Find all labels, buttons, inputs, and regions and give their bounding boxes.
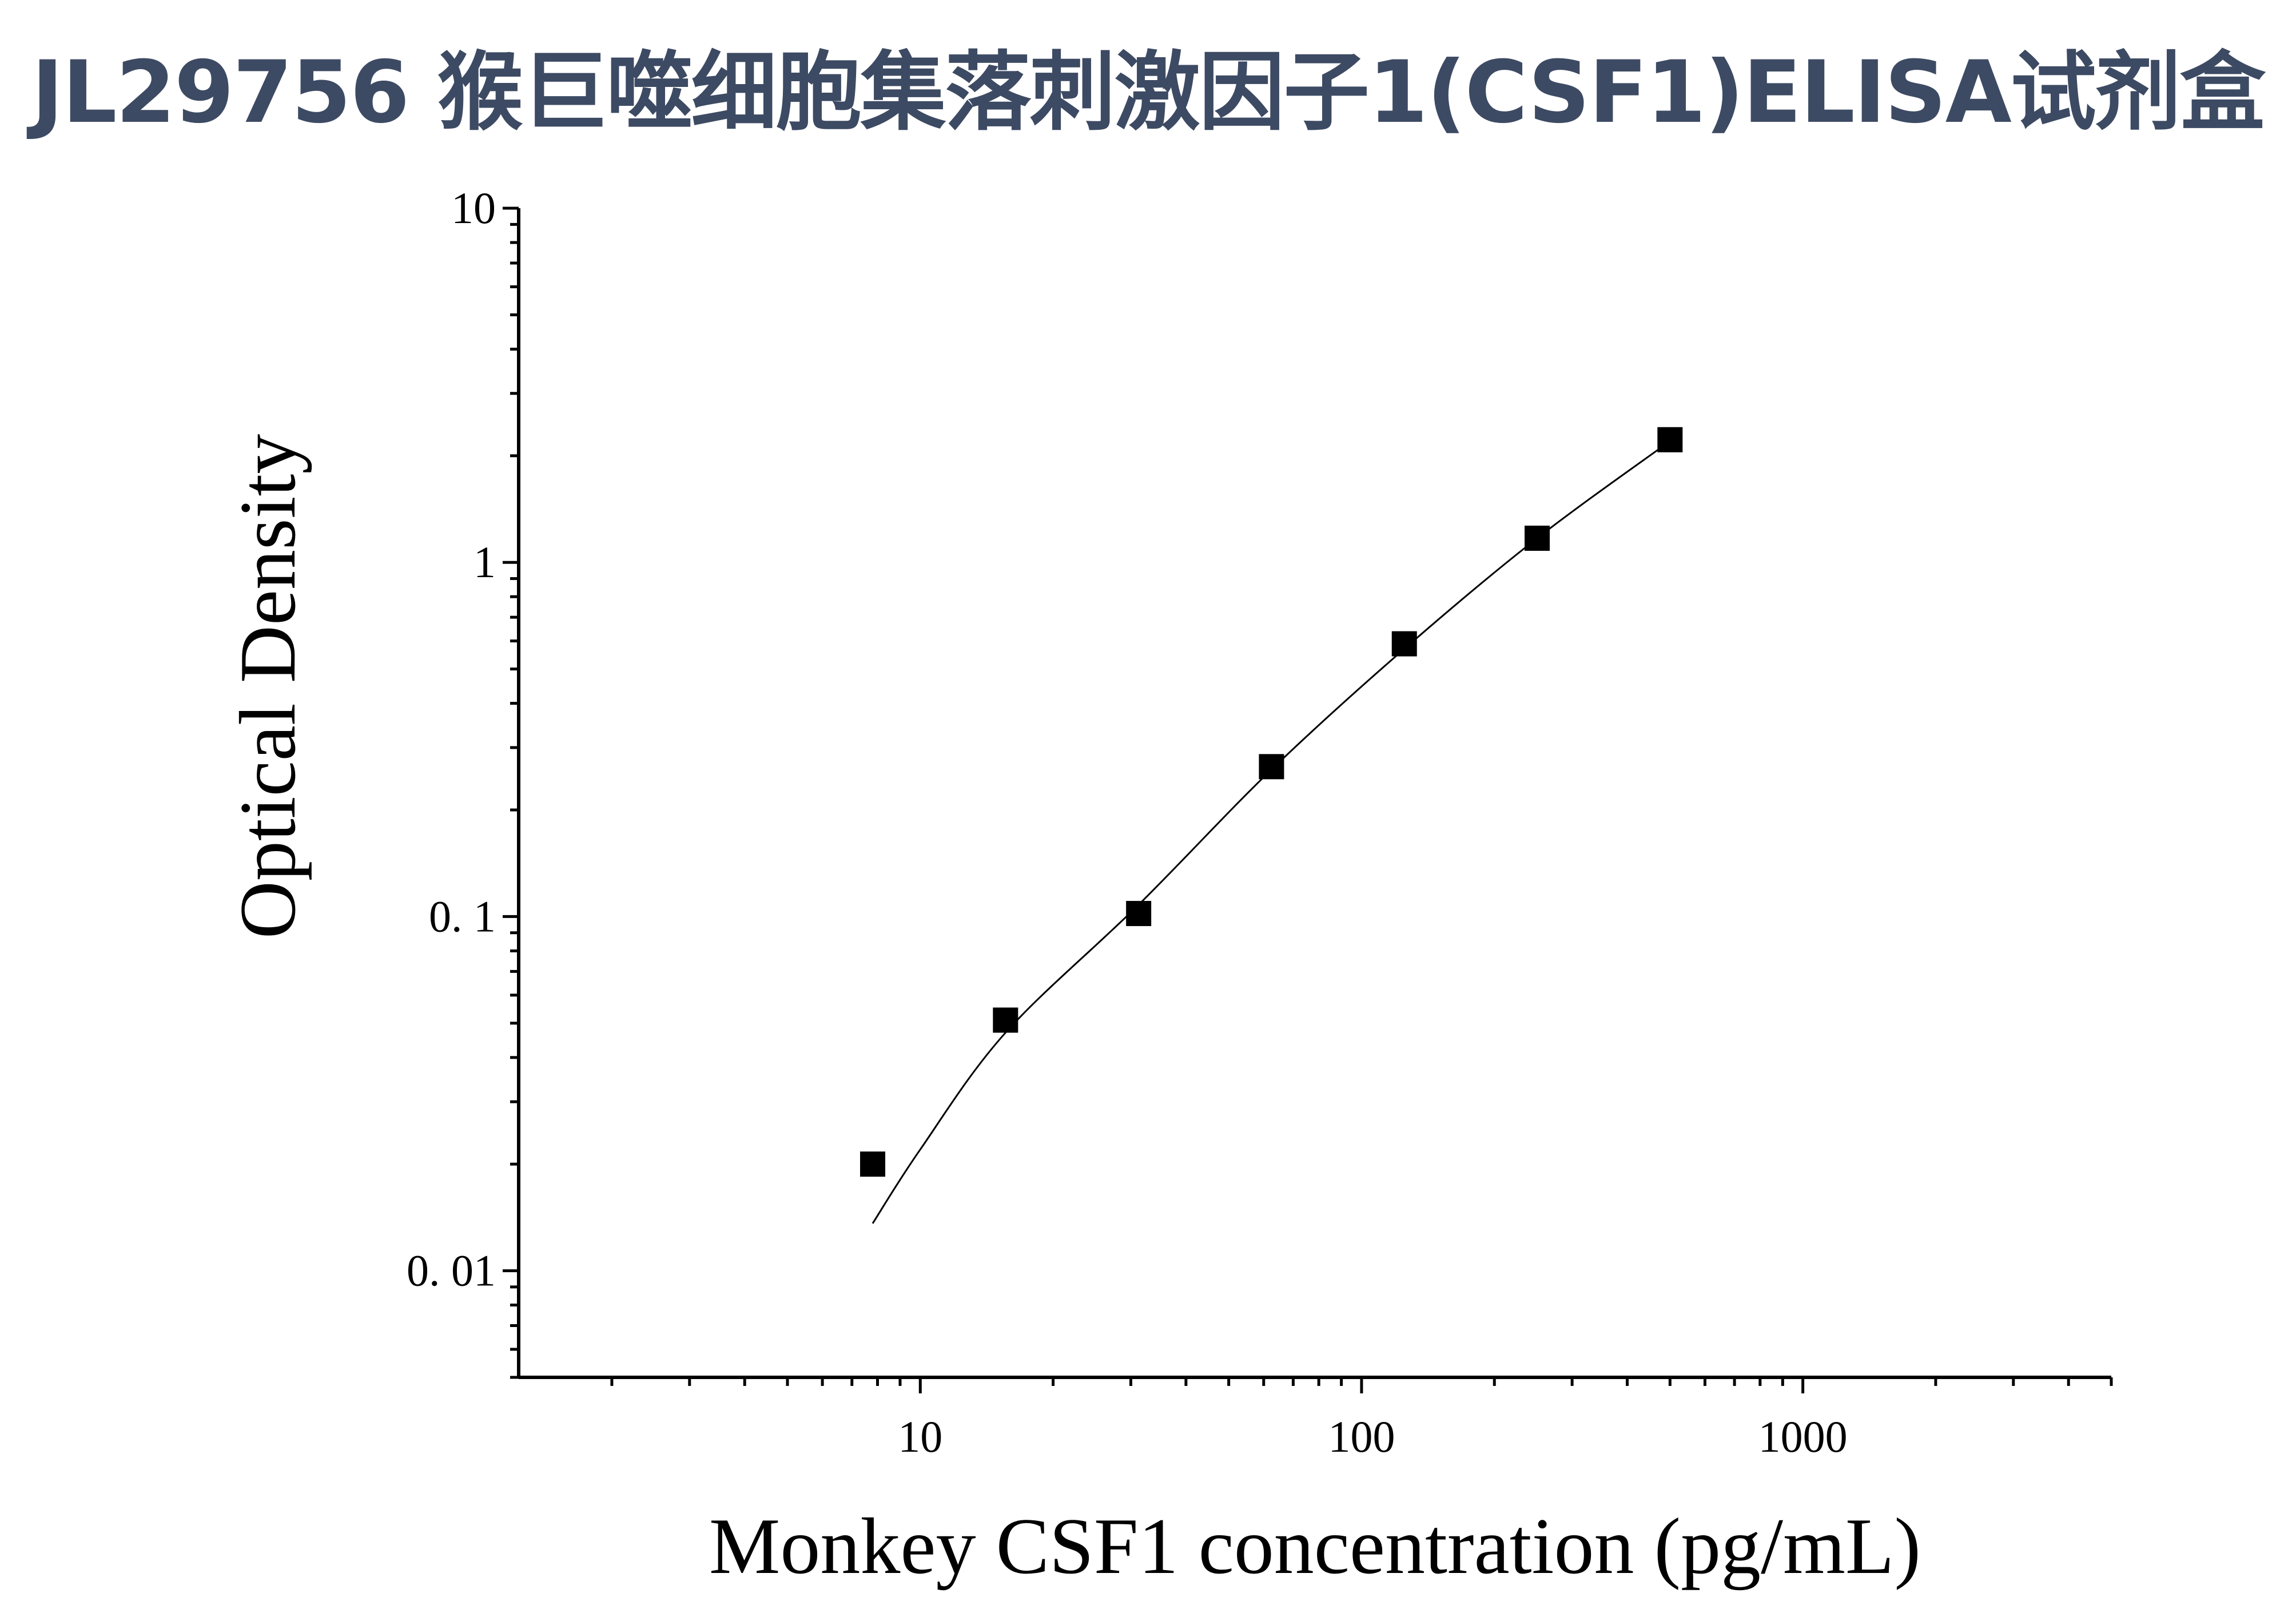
y-tick-label: 0. 01 — [407, 1246, 496, 1296]
y-axis-title: Optical Density — [224, 434, 312, 939]
chart-title: JL29756 猴巨噬细胞集落刺激因子1(CSF1)ELISA试剂盒 — [31, 43, 2266, 142]
x-tick-label: 10 — [898, 1412, 942, 1461]
data-point — [1391, 631, 1417, 657]
data-point — [1525, 525, 1550, 551]
y-tick-label: 1 — [473, 537, 496, 587]
x-tick-label: 100 — [1328, 1412, 1395, 1461]
data-point — [1657, 427, 1683, 452]
y-tick-label: 10 — [451, 183, 496, 233]
data-point — [993, 1007, 1018, 1033]
data-point — [860, 1151, 886, 1177]
x-tick-label: 1000 — [1758, 1412, 1848, 1461]
y-tick-label: 0. 1 — [429, 891, 496, 941]
x-axis-title: Monkey CSF1 concentration (pg/mL) — [709, 1502, 1921, 1591]
data-point — [1259, 754, 1284, 780]
fit-curve — [872, 440, 1671, 1224]
data-point — [1126, 901, 1152, 927]
